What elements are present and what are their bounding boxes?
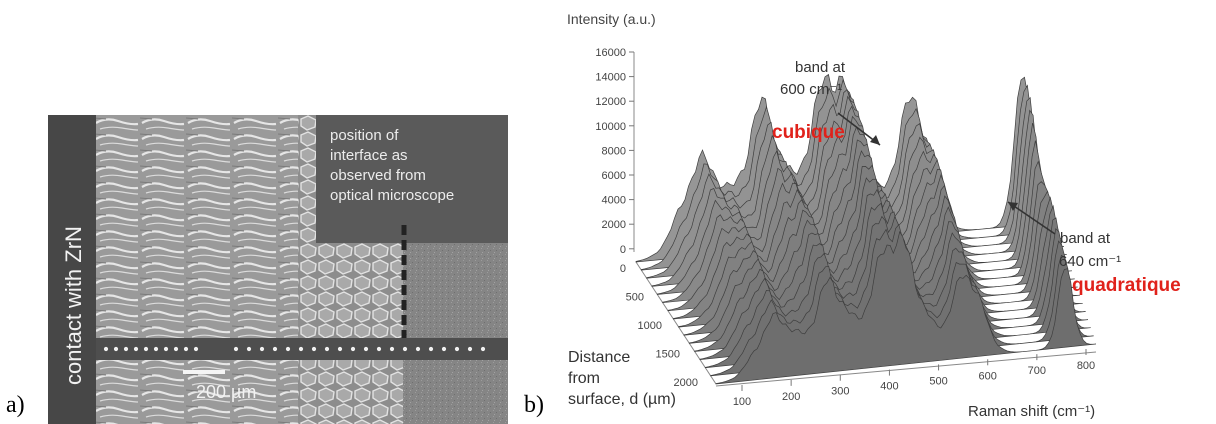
measurement-dot	[311, 346, 317, 352]
measurement-dot	[272, 346, 278, 352]
measurement-dot	[153, 346, 159, 352]
raman-shift-tick-label: 300	[831, 386, 849, 398]
measurement-dot	[350, 346, 356, 352]
measurement-dot	[480, 346, 486, 352]
raman-shift-tick-label: 100	[733, 396, 751, 408]
interface-note-line4: optical microscope	[330, 187, 454, 204]
raman-shift-ticks: 100 200 300 400 500 600 700 800	[733, 349, 1095, 408]
raman-shift-tick-label: 200	[782, 391, 800, 403]
intensity-tick-label: 14000	[595, 72, 626, 84]
depth-axis-title-line2: from	[568, 370, 600, 387]
measurement-dot	[113, 346, 119, 352]
quadratique-label: quadratique	[1072, 275, 1181, 296]
depth-tick-label: 1500	[656, 349, 680, 361]
intensity-tick-label: 6000	[602, 170, 626, 182]
raman-shift-tick-label: 800	[1077, 360, 1095, 372]
depth-axis-line	[635, 261, 717, 385]
measurement-dot	[467, 346, 473, 352]
measurement-dot	[454, 346, 460, 352]
arrowhead-640-icon	[1008, 202, 1018, 211]
measurement-dot	[103, 346, 109, 352]
interface-note-line1: position of	[330, 127, 399, 144]
measurement-dot	[441, 346, 447, 352]
arrowhead-600-icon	[870, 135, 880, 145]
intensity-tick-label: 16000	[595, 47, 626, 59]
intensity-tick-label: 4000	[602, 195, 626, 207]
depth-axis-title-line1: Distance	[568, 349, 630, 366]
depth-tick-label: 0	[620, 263, 626, 275]
depth-tick-label: 1000	[638, 320, 662, 332]
measurement-dot	[133, 346, 139, 352]
raman-shift-tick-label: 500	[929, 375, 947, 387]
scale-bar-label: 200 µm	[196, 382, 256, 402]
depth-ticks: 0 500 1000 1500 2000	[620, 263, 698, 389]
intensity-tick-label: 0	[620, 244, 626, 256]
intensity-tick-label: 12000	[595, 96, 626, 108]
measurement-dot	[143, 346, 149, 352]
scale-bar	[183, 370, 225, 374]
raman-3d-plot: 16000 14000 12000 10000 8000 6000 4000 2000 0 0 5…	[567, 11, 1181, 420]
interface-note-line2: interface as	[330, 147, 408, 164]
panel-a-label: a)	[6, 392, 25, 418]
depth-tick-label: 2000	[674, 377, 698, 389]
measurement-dot	[337, 346, 343, 352]
measurement-dot	[415, 346, 421, 352]
interface-note-line3: observed from	[330, 167, 426, 184]
measurement-dot	[163, 346, 169, 352]
raman-shift-axis-line	[715, 351, 1097, 387]
measurement-dot	[233, 346, 239, 352]
measurement-dot	[376, 346, 382, 352]
measurement-points	[103, 346, 486, 352]
band-640-line2: 640 cm⁻¹	[1059, 253, 1121, 270]
measurement-dot	[428, 346, 434, 352]
measurement-dot	[246, 346, 252, 352]
band-600-line1: band at	[795, 59, 846, 76]
measurement-dot	[402, 346, 408, 352]
surface-ridge	[715, 230, 1097, 385]
measurement-dot	[324, 346, 330, 352]
raman-shift-tick-label: 600	[979, 370, 997, 382]
intensity-tick-label: 2000	[602, 219, 626, 231]
intensity-ticks: 16000 14000 12000 10000 8000 6000 4000 2000 0	[595, 47, 634, 256]
intensity-axis-title: Intensity (a.u.)	[567, 11, 656, 27]
intensity-tick-label: 8000	[602, 145, 626, 157]
floor-axes	[633, 52, 1097, 387]
intensity-tick-label: 10000	[595, 121, 626, 133]
raman-shift-axis-title: Raman shift (cm⁻¹)	[968, 403, 1095, 420]
measurement-dot	[298, 346, 304, 352]
measurement-dot	[193, 346, 199, 352]
measurement-dot	[173, 346, 179, 352]
arrow-640	[1007, 201, 1056, 235]
measurement-dot	[363, 346, 369, 352]
contact-label: contact with ZrN	[61, 226, 86, 385]
measurement-dot	[259, 346, 265, 352]
band-640-line1: band at	[1060, 230, 1111, 247]
depth-tick-label: 500	[626, 292, 644, 304]
measurement-dot	[285, 346, 291, 352]
measurement-dot	[389, 346, 395, 352]
raman-shift-tick-label: 400	[880, 381, 898, 393]
raman-surface	[635, 73, 1097, 385]
measurement-dot	[123, 346, 129, 352]
panel-b-label: b)	[524, 392, 544, 418]
cubique-label: cubique	[772, 122, 845, 143]
measurement-dot	[183, 346, 189, 352]
optical-micrograph: contact with ZrN position of interface a…	[48, 115, 508, 424]
depth-axis-title-line3: surface, d (µm)	[568, 391, 676, 408]
band-600-line2: 600 cm⁻¹	[780, 81, 842, 98]
raman-shift-tick-label: 700	[1028, 365, 1046, 377]
